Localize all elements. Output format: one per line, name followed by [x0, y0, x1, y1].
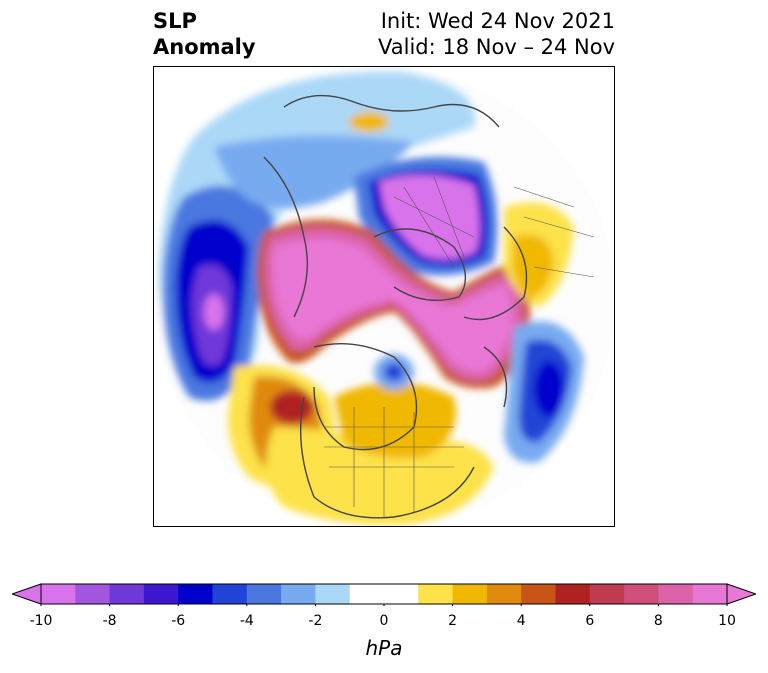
colorbar-segment: [75, 584, 111, 604]
colorbar-segment: [384, 584, 419, 604]
chart-title: SLP Anomaly: [153, 8, 256, 60]
colorbar-segment: [349, 584, 385, 604]
colorbar-tick-label: -4: [239, 613, 254, 629]
colorbar-segment: [624, 584, 659, 604]
colorbar-tick-label: -8: [102, 613, 117, 629]
colorbar-tick-label: 10: [718, 613, 736, 629]
colorbar-segment: [486, 584, 522, 604]
colorbar-extend-min: [12, 583, 42, 605]
colorbar-segment: [315, 584, 351, 604]
colorbar-segment: [109, 584, 145, 604]
title-type: Anomaly: [153, 35, 256, 59]
colorbar-segment: [521, 584, 556, 604]
valid-range: Valid: 18 Nov – 24 Nov: [378, 35, 615, 59]
colorbar-tick-label: 8: [653, 613, 663, 629]
colorbar-segment: [178, 584, 213, 604]
chart-dates: Init: Wed 24 Nov 2021 Valid: 18 Nov – 24…: [378, 8, 615, 60]
colorbar-segment: [692, 584, 728, 604]
colorbar-tick-label: 0: [379, 613, 389, 629]
borders: [324, 176, 595, 517]
init-date: Init: Wed 24 Nov 2021: [380, 9, 615, 33]
colorbar-segment: [658, 584, 694, 604]
colorbar-segment: [555, 584, 591, 604]
colorbar-tick-label: 4: [516, 613, 526, 629]
title-variable: SLP: [153, 9, 197, 33]
colorbar-tick-label: -2: [308, 613, 323, 629]
colorbar-segment: [41, 584, 76, 604]
colorbar-segment: [418, 584, 454, 604]
colorbar-segment: [246, 584, 282, 604]
colorbar-segment: [281, 584, 316, 604]
colorbar-tick-label: 2: [448, 613, 458, 629]
units-label: hPa: [365, 636, 403, 660]
colorbar-extend-max: [726, 583, 756, 605]
coastlines: [263, 94, 528, 519]
colorbar-segment: [452, 584, 488, 604]
colorbar-segment: [589, 584, 625, 604]
anomaly-map: [153, 66, 615, 527]
colorbar: [12, 583, 756, 606]
colorbar-tick-label: -6: [171, 613, 186, 629]
colorbar-segment: [212, 584, 248, 604]
colorbar-segment: [143, 584, 179, 604]
colorbar-tick-label: -10: [29, 613, 53, 629]
colorbar-tick-label: 6: [585, 613, 595, 629]
map-canvas: [155, 69, 614, 526]
